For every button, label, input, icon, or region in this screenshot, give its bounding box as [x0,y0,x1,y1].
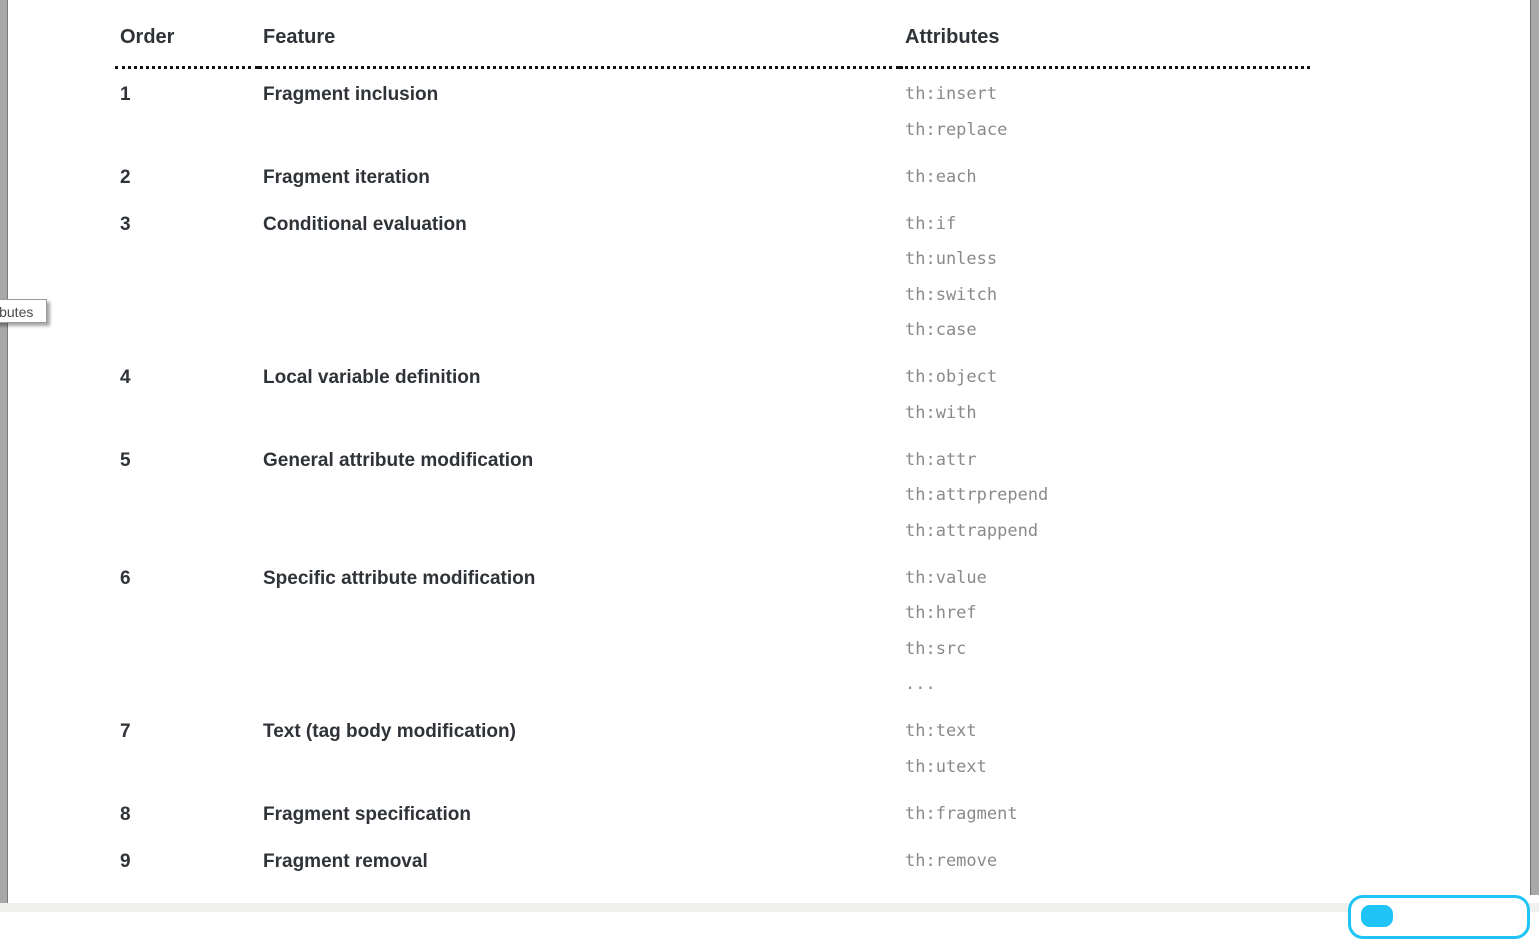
order-cell: 6 [120,567,131,589]
feature-cell: Fragment iteration [263,166,430,188]
table-row: 6 Specific attribute modification th:val… [115,553,1310,707]
attributes-cell: th:attr th:attrprepend th:attrappend [900,435,1310,553]
order-cell: 4 [120,367,131,388]
order-cell: 8 [120,803,131,825]
attribute-code: th:fragment [905,803,1018,824]
attribute-code: th:remove [905,850,998,871]
table-row: 1 Fragment inclusion th:insert th:replace [115,68,1310,152]
feature-table-body: 1 Fragment inclusion th:insert th:replace… [115,68,1310,883]
attribute-code: th:attr [905,449,977,470]
attributes-cell: th:if th:unless th:switch th:case [900,199,1310,353]
order-cell: 9 [120,850,131,872]
attributes-cell: th:fragment [900,789,1310,836]
attributes-cell: th:remove [900,836,1310,883]
attribute-code: th:with [905,402,977,423]
attribute-code: th:attrprepend [905,485,1049,505]
corner-widget[interactable] [1348,895,1530,939]
attribute-code: th:utext [905,756,987,777]
table-row: 2 Fragment iteration th:each [115,152,1310,199]
attributes-cell: th:insert th:replace [900,68,1310,152]
attributes-cell: th:value th:href th:src... [900,553,1310,707]
feature-cell: Fragment inclusion [263,84,439,105]
link-tooltip-text: ibutes [0,304,34,320]
order-cell: 3 [120,213,131,235]
attribute-code: th:case [905,320,977,340]
attribute-code: th:value [905,567,987,588]
attributes-cell: th:text th:utext [900,706,1310,789]
window-edge-left [0,0,8,903]
feature-cell: Text (tag body modification) [263,721,516,742]
feature-cell: Conditional evaluation [263,213,467,235]
attribute-code: th:insert [905,84,998,104]
attribute-code: th:if [905,213,957,234]
column-header-feature: Feature [258,18,900,69]
feature-cell: Specific attribute modification [263,567,536,589]
column-header-attributes: Attributes [900,18,1310,69]
feature-cell: Fragment specification [263,803,471,825]
table-row: 4 Local variable definition th:object th:… [115,352,1310,435]
order-cell: 2 [120,166,131,188]
scrollbar-bottom-track[interactable] [0,903,1539,912]
feature-cell: General attribute modification [263,449,534,471]
table-row: 3 Conditional evaluation th:if th:unless t… [115,199,1310,353]
table-row: 8 Fragment specification th:fragment [115,789,1310,836]
attribute-code: th:object [905,367,998,387]
attributes-cell: th:each [900,152,1310,199]
attribute-code: th:text [905,721,977,741]
attribute-code: ... [905,674,936,694]
widget-logo-icon [1361,905,1393,927]
scrollbar-right[interactable] [1530,0,1539,895]
link-tooltip: ibutes [0,299,47,323]
attributes-cell: th:object th:with [900,352,1310,435]
attribute-code: th:switch [905,284,998,305]
attribute-code: th:unless [905,249,998,269]
table-row: 7 Text (tag body modification) th:text th… [115,706,1310,789]
attribute-code: th:href [905,603,977,623]
attribute-code: th:src [905,638,967,659]
feature-table: Order Feature Attributes 1 Fragment incl… [115,18,1310,883]
attribute-code: th:each [905,166,977,187]
feature-cell: Local variable definition [263,367,481,388]
order-cell: 5 [120,449,131,471]
order-cell: 1 [120,84,131,105]
column-header-order: Order [115,18,258,69]
table-row: 9 Fragment removal th:remove [115,836,1310,883]
table-row: 5 General attribute modification th:attr… [115,435,1310,553]
feature-cell: Fragment removal [263,850,428,872]
attribute-code: th:replace [905,119,1008,140]
document-content: Order Feature Attributes 1 Fragment incl… [115,18,1310,883]
table-header-row: Order Feature Attributes [115,18,1310,69]
order-cell: 7 [120,721,131,742]
attribute-code: th:attrappend [905,520,1039,541]
